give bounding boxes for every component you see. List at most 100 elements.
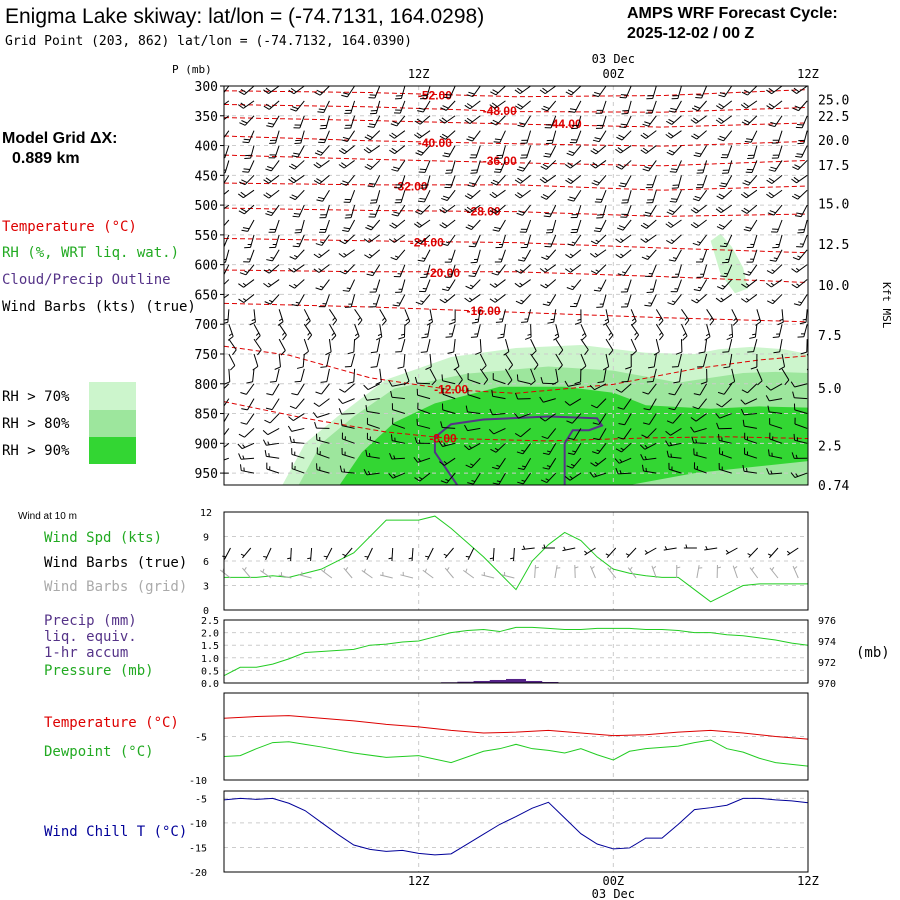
wind-tick-label: 9 [203,533,209,544]
xs-wind-barb [364,130,381,141]
xs-wind-barb [369,294,381,308]
rh-region-70 [710,233,748,294]
barb-staff [555,338,564,351]
barb-feather [631,350,637,356]
xs-wind-barb [570,219,582,233]
rh90-key-label: RH > 90% [2,443,70,459]
cloud-outline [433,415,604,485]
barb-feather [796,212,803,215]
grid-point-info: Grid Point (203, 862) lat/lon = (-74.713… [5,34,412,49]
barb-staff [347,86,356,98]
barb-staff [530,353,539,365]
xs-wind-barb [444,249,456,263]
xs-wind-barb [566,457,582,469]
wind-barb-grid [676,564,681,579]
xs-wind-barb [516,204,531,216]
barb-staff [247,219,255,232]
barb-staff [771,189,783,199]
xs-wind-barb [669,160,682,173]
xs-wind-barb [741,294,758,303]
barb-half-feather [619,458,623,463]
xs-wind-barb [439,457,456,466]
barb-feather [490,181,497,186]
wind-barb-true [605,547,617,559]
wind-at-10m-label: Wind at 10 m [18,511,77,522]
xs-wind-barb [723,353,733,369]
legend-rh: RH (%, WRT liq. wat.) [2,245,179,261]
barb-staff [241,470,255,474]
barb-feather [777,321,784,326]
barb-staff [344,145,355,155]
barb-staff [677,175,682,189]
barb-staff [448,145,456,158]
barb-feather [289,435,292,443]
barb-feather [517,177,524,182]
barb-feather [564,164,571,169]
barb-staff [224,219,230,227]
xs-wind-barb [468,234,481,248]
barb-staff [573,234,582,246]
barb-half-feather [619,470,622,474]
barb-staff [224,249,230,263]
barb-staff [353,368,356,382]
barb-staff [675,190,682,203]
barb-feather [543,155,550,158]
barb-staff [444,219,456,229]
barb-staff [653,353,657,367]
barb-half-feather [242,282,247,286]
xs-wind-barb [395,279,406,293]
barb-staff [444,457,456,466]
barb-feather [750,366,758,370]
barb-staff [444,294,456,304]
barb-half-feather [494,447,499,451]
barb-half-feather [795,454,798,459]
barb-feather [540,165,547,170]
barb-feather [720,275,727,278]
barb-staff [242,567,252,579]
xs-wind-barb [289,435,305,444]
barb-staff [470,279,481,290]
xs-wind-barb [742,419,757,429]
barb-staff [248,130,255,143]
barb-feather [317,196,325,200]
xs-wind-barb [742,464,757,474]
barb-staff [504,338,510,352]
xs-plot-area: -52.00-48.00-44.00-40.00-36.00-32.00-28.… [224,86,808,485]
barb-feather [468,182,476,185]
barb-staff [424,160,431,173]
temperature-line [223,715,809,740]
barb-staff [271,204,280,216]
barb-feather [682,335,688,341]
xs-wind-barb [491,264,506,276]
xs-wind-barb [445,264,456,278]
barb-staff [773,204,783,216]
xs-wind-barb [569,294,582,308]
barb-feather [653,351,660,356]
barb-feather [569,108,577,111]
xs-wind-barb [716,398,733,408]
xs-wind-barb [390,249,406,261]
wind-barb-true [644,547,657,555]
barb-half-feather [240,553,245,557]
xs-wind-barb [266,115,280,128]
barb-feather [339,465,343,472]
barb-staff [469,100,481,110]
barb-feather [441,207,448,212]
barb-half-feather [444,298,448,302]
barb-feather [790,472,796,478]
barb-feather [615,388,622,393]
barb-staff [779,339,783,352]
barb-feather [313,180,320,185]
xs-wind-barb [443,86,456,99]
xs-wind-barb [492,472,506,485]
barb-feather [467,224,474,228]
xs-wind-barb [590,145,607,155]
xs-wind-barb [643,204,657,217]
barb-staff [720,294,733,303]
barb-feather [794,105,801,109]
barb-feather [367,224,374,229]
barb-feather [312,412,318,418]
barb-half-feather [292,267,297,271]
barb-feather [766,270,773,275]
height-tick-label: 10.0 [818,279,849,294]
